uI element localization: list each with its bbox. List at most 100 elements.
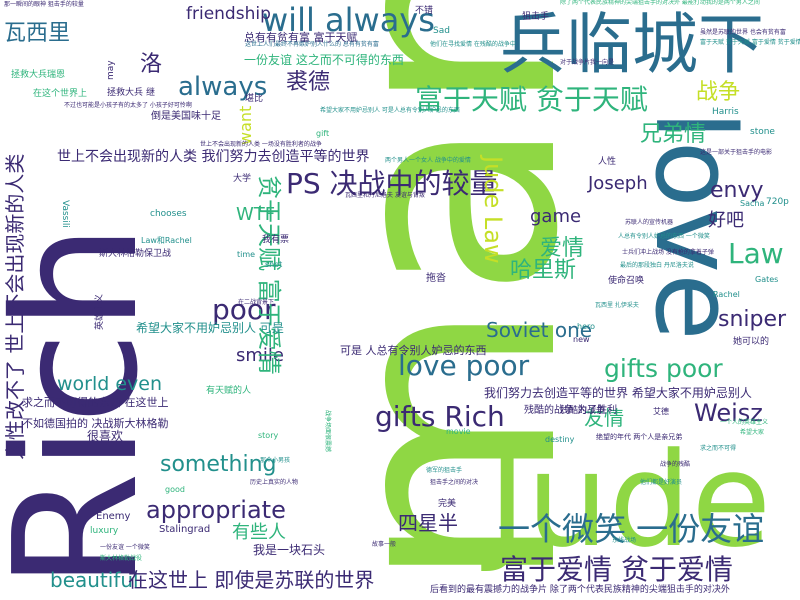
word-time: time <box>237 250 256 259</box>
word-tiny7: 对于战争片我一向是 <box>560 59 615 66</box>
word-tiny16: 他们都是好演员 <box>640 479 683 486</box>
word-tiny4: 瓦西里和丹尼洛夫 友谊与背叛 <box>345 192 425 199</box>
word-talented: 有天赋的人 <box>206 386 252 396</box>
word-tiny14: 求之而不可得 <box>700 445 737 452</box>
word-tiny12: 一个人的英雄主义 <box>720 419 769 426</box>
word-in-this-world: 在这世上 即使是苏联的世界 <box>128 568 375 592</box>
word-four-half: 四星半 <box>398 511 458 535</box>
word-envy: envy <box>710 178 764 203</box>
word-luo: 洛 <box>140 52 163 77</box>
word-tiny2: 世上不会出现新的人类 一场没有胜利者的战争 <box>200 141 322 148</box>
word-friendship: friendship <box>186 4 271 24</box>
word-human: 人性 <box>598 157 617 167</box>
word-rich-love: 富于爱情 贫于爱情 <box>500 553 733 586</box>
word-law: Law <box>728 237 784 270</box>
word-movie: movie <box>446 427 471 436</box>
word-gifts-poor: gifts poor <box>604 354 723 383</box>
word-tiny28: 历史上真实的人物 <box>250 479 299 486</box>
word-sniper-cn: 狙击手 <box>522 12 550 22</box>
word-love-cn: 爱情 <box>540 236 585 261</box>
word-tiny26: 一份友谊 一个微笑 <box>100 544 150 551</box>
word-heavy: 残酷的战争 <box>560 406 606 416</box>
word-tiny20: 故事一般 <box>372 541 397 548</box>
word-sacha: Sacha <box>740 199 765 208</box>
word-smile-friend: 一个微笑 一份友谊 <box>498 510 765 548</box>
word-want: want <box>236 105 255 145</box>
word-compare: 堪比 <box>245 94 264 104</box>
word-hidden: 拖沓 <box>426 273 446 284</box>
word-hope-everyone: 希望大家不用妒忌别人 可是 <box>136 321 284 335</box>
word-qiu-de: 裘德 <box>286 70 331 95</box>
word-720p: 720p <box>766 197 789 207</box>
word-tiny27: 斯大林格勒战役 <box>100 555 143 562</box>
word-gifted: 富于天赋 贫于天赋 <box>415 83 648 116</box>
word-tiny17: 不过也可能是小孩子有的太多了 小孩子好可怜啊 <box>64 102 192 109</box>
word-bottom-long: 后看到的最有震撼力的战争片 除了两个代表民族精神的尖端狙击手的对决外 <box>430 585 730 595</box>
word-cruel-war: 残酷的战争 为了胜利 <box>524 405 618 416</box>
word-enemy: Enemy <box>96 511 131 522</box>
word-harris-small: Harris <box>712 107 739 117</box>
word-wa-xi-li: 瓦西里 <box>4 21 71 46</box>
word-tiny15: 战争的残酷 <box>660 461 691 468</box>
word-something: something <box>160 452 277 477</box>
word-rachel: Rachel <box>713 290 740 299</box>
word-world-even: world even <box>57 373 163 395</box>
word-hero: hero <box>577 322 595 331</box>
word-sad: Sad <box>433 26 450 36</box>
word-top-left-long: 那一瞬间的眼神 狙击手的较量 <box>4 1 84 8</box>
word-tiny21: 德军的狙击手 <box>426 467 463 474</box>
word-story: story <box>258 431 279 440</box>
word-new: new <box>573 335 590 344</box>
word-can-be: 可是 人总有令别人妒忌的东西 <box>340 344 487 357</box>
word-tiny13: 希望大家 <box>740 429 765 436</box>
word-brotherhood: 兄弟情 <box>640 122 707 147</box>
word-soviet-one: Soviet one <box>486 318 593 342</box>
word-tiny24: 在二战背景下 <box>238 299 275 306</box>
word-greedy: 总有有贫有富 富于天赋 <box>244 31 358 44</box>
word-we-try: 我们努力去创造平等的世界 希望大家不用妒忌别人 <box>484 386 752 400</box>
word-aide: 艾德 <box>653 407 669 416</box>
word-rich-gifted-line: 一份友谊 这之而不可得的东西 <box>244 53 404 67</box>
word-humanity-v: 人性改不了 世上不会出现新的人类 <box>3 153 27 460</box>
word-jie: 继 <box>146 88 156 98</box>
word-perfect: 完美 <box>438 499 457 509</box>
word-tiny25: 瓦西里 扎伊采夫 <box>595 302 639 309</box>
word-jude-big: Jude <box>488 424 772 576</box>
word-vassili: Vassili <box>60 200 70 228</box>
word-tiny22: 狙击手之间的对决 <box>430 479 479 486</box>
word-ps-battle: PS 决战中的较量 <box>286 167 498 200</box>
word-save: 拯救大兵 <box>107 88 144 98</box>
word-luxury: luxury <box>90 526 119 536</box>
word-tiny8: 他们在寻找爱情 在残酷的战争中 <box>430 41 516 48</box>
word-tiny18: 虽然是苏联的世界 也会有贫有富 <box>700 29 786 36</box>
word-fake: 倒是美国味十足 <box>151 111 221 122</box>
word-tiny6: 人总有令别人妒忌的东西 一个微笑 <box>618 233 710 240</box>
word-shot: shot <box>265 260 283 269</box>
word-jude-law-v: Jude Law <box>479 156 507 264</box>
word-stone: stone <box>750 127 775 137</box>
word-siege: 兵临城下 <box>500 6 764 83</box>
word-call: 使命召唤 <box>608 276 645 286</box>
word-sniper: sniper <box>718 307 787 332</box>
word-good: good <box>165 485 185 494</box>
word-harris: 哈里斯 <box>510 258 577 283</box>
word-law-rachel: Law和Rachel <box>141 236 192 245</box>
word-game: game <box>530 206 582 227</box>
word-ok: 不错 <box>415 6 434 16</box>
word-top-long: 除了两个代表民族精神的尖端狙击手的对决外 最能打动我的是两个男人之间 <box>560 0 760 6</box>
word-tiny19: 富于天赋 贫于天赋 富于爱情 贫于爱情 <box>700 39 800 46</box>
word-in-world: 在这个世界上 <box>33 89 88 99</box>
word-she-can: 她可以的 <box>733 337 770 347</box>
word-will-always: will always <box>262 1 435 39</box>
word-joseph: Joseph <box>588 173 648 194</box>
word-despair: 绝望的年代 两个人是亲兄弟 <box>596 433 683 441</box>
word-stalingrad-cn: 斯大林格勒保卫战 <box>99 249 172 259</box>
word-gift: gift <box>316 129 330 138</box>
word-im-stone: 我是一块石头 <box>253 543 326 557</box>
word-some-people: 有些人 <box>232 522 286 543</box>
word-daxue: 大学 <box>233 174 252 184</box>
word-stalingrad: Stalingrad <box>159 524 211 535</box>
word-may: may <box>106 60 116 80</box>
word-appropriate: appropriate <box>146 496 286 524</box>
